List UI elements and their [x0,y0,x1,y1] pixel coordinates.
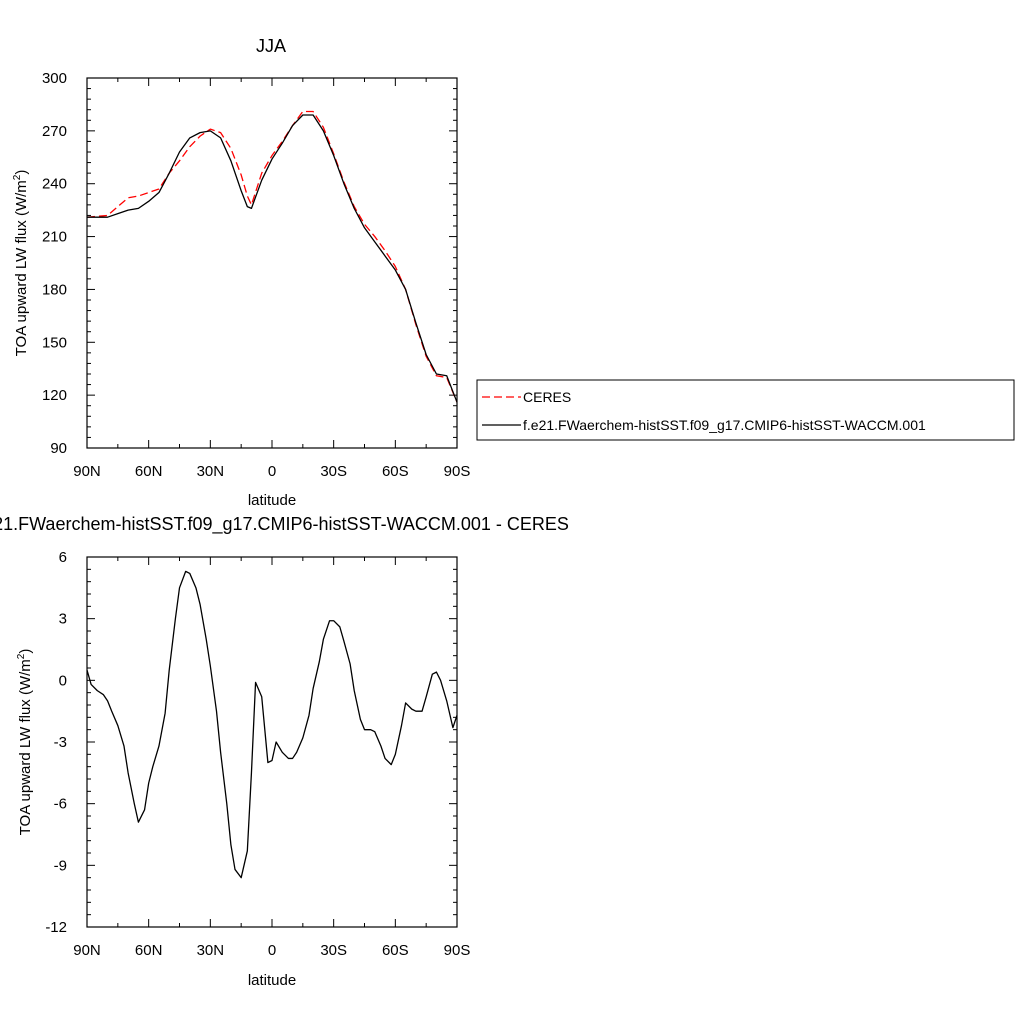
bottom-plot-frame [86,556,458,928]
bottom-y-tick-label: 3 [59,611,67,628]
bottom-y-tick-label: -6 [54,796,67,813]
top-y-tick-label: 120 [42,387,67,404]
top-x-tick-label: 60S [382,463,409,480]
top-y-tick-label: 240 [42,176,67,193]
top-y-tick-label: 300 [42,70,67,87]
top-x-tick-label: 90S [444,463,471,480]
bottom-x-tick-label: 30S [320,942,347,959]
bottom-chart-title: f.e21.FWaerchem-histSST.f09_g17.CMIP6-hi… [0,514,569,535]
bottom-y-tick-label: -12 [45,919,67,936]
top-y-tick-label: 150 [42,334,67,351]
bottom-x-tick-label: 90N [73,942,101,959]
bottom-y-tick-label: 0 [59,672,67,689]
top-series-line-model [87,114,458,403]
bottom-x-tick-label: 60S [382,942,409,959]
legend: CERES f.e21.FWaerchem-histSST.f09_g17.CM… [476,379,1015,441]
bottom-x-tick-label: 90S [444,942,471,959]
bottom-series-line-difference [86,570,458,879]
bottom-chart-panel: f.e21.FWaerchem-histSST.f09_g17.CMIP6-hi… [0,514,569,989]
top-chart-panel: JJA 90N 60N 30N 0 30S 60S 90S 90 120 150 180 210 240… [12,36,470,509]
legend-box [476,379,1015,441]
top-x-tick-label: 30S [320,463,347,480]
bottom-y-axis-label: TOA upward LW flux (W/m2) [16,649,34,836]
bottom-x-tick-label: 60N [135,942,163,959]
top-x-tick-label: 60N [135,463,163,480]
top-y-tick-label: 90 [50,440,67,457]
top-y-tick-label: 270 [42,123,67,140]
top-chart-title: JJA [256,36,286,56]
bottom-y-tick-label: -3 [54,734,67,751]
top-y-tick-label: 180 [42,281,67,298]
top-x-tick-label: 30N [197,463,225,480]
top-y-tick-label: 210 [42,229,67,246]
top-x-tick-label: 90N [73,463,101,480]
top-y-axis-label: TOA upward LW flux (W/m2) [12,170,30,357]
bottom-x-tick-label: 30N [197,942,225,959]
bottom-y-tick-label: 6 [59,549,67,566]
top-series-line-ceres [86,110,458,403]
bottom-x-axis-label: latitude [248,972,296,989]
top-x-tick-label: 0 [268,463,276,480]
legend-label-model: f.e21.FWaerchem-histSST.f09_g17.CMIP6-hi… [523,417,926,433]
bottom-y-tick-label: -9 [54,857,67,874]
top-plot-frame [86,77,458,449]
legend-label-ceres: CERES [523,389,571,405]
bottom-x-tick-label: 0 [268,942,276,959]
top-x-axis-label: latitude [248,492,296,509]
